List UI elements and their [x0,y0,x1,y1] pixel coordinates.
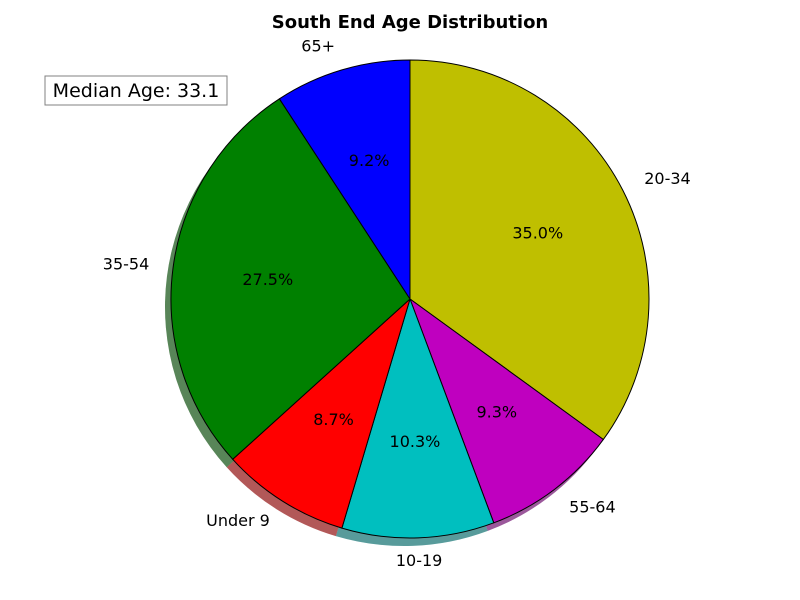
slice-label-55-64: 55-64 [569,498,616,517]
median-age-box-frame [44,75,228,106]
slice-pct-20-34: 35.0% [512,223,563,242]
slice-55-64 [409,298,604,524]
slice-label-35-54: 35-54 [103,255,150,274]
slice-pct-under-9: 8.7% [313,410,354,429]
pie-labels: 20-34 35.0% 55-64 9.3% 10-19 10.3% Under 9 8.7%… [103,37,691,571]
median-age-text: Median Age: 33.1 [53,80,220,102]
slice-label-under-9: Under 9 [206,511,270,530]
slice-label-10-19: 10-19 [396,551,443,570]
slice-label-20-34: 20-34 [644,169,691,188]
slice-65 [278,59,411,300]
slice-pct-65: 9.2% [349,151,390,170]
slice-label-65: 65+ [301,37,335,56]
slice-under-9 [232,298,411,529]
slice-20-34 [409,59,650,440]
slice-pct-55-64: 9.3% [476,403,517,422]
slice-35-54 [170,98,411,460]
slice-10-19 [341,298,495,539]
median-age-box: Median Age: 33.1 [44,75,228,106]
pie-slices [170,59,650,539]
slice-pct-35-54: 27.5% [242,270,293,289]
chart-title: South End Age Distribution [272,12,549,33]
slice-pct-10-19: 10.3% [390,432,441,451]
